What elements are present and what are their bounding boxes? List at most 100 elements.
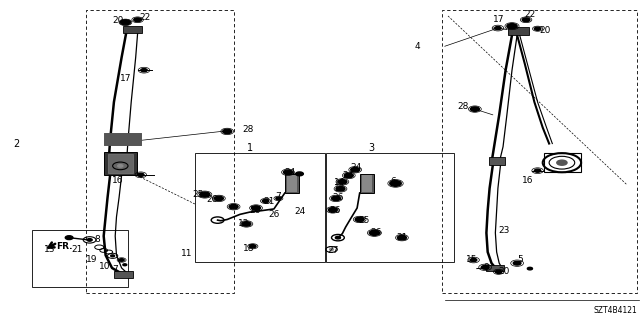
Text: 28: 28: [458, 102, 469, 111]
Text: FR.: FR.: [56, 242, 73, 251]
Text: 26: 26: [370, 228, 381, 237]
Circle shape: [214, 196, 223, 201]
Text: 6: 6: [390, 177, 396, 186]
Text: 20: 20: [498, 267, 509, 276]
Circle shape: [118, 165, 123, 167]
Circle shape: [507, 24, 517, 29]
Text: 7: 7: [275, 192, 281, 201]
Circle shape: [141, 69, 147, 72]
Circle shape: [111, 255, 115, 257]
Circle shape: [534, 27, 541, 30]
Bar: [104, 152, 137, 175]
Text: 25: 25: [192, 190, 204, 199]
Circle shape: [522, 18, 530, 22]
Text: 7: 7: [112, 265, 118, 274]
Bar: [287, 175, 297, 192]
Circle shape: [296, 172, 303, 176]
Circle shape: [495, 26, 501, 30]
Circle shape: [338, 180, 347, 184]
Text: 18: 18: [243, 244, 255, 253]
Text: 23: 23: [498, 226, 509, 235]
Circle shape: [138, 173, 144, 176]
Bar: [544, 153, 581, 172]
Text: 20: 20: [539, 26, 550, 35]
Circle shape: [242, 222, 251, 226]
Bar: [489, 157, 505, 165]
Circle shape: [335, 236, 340, 239]
Bar: [114, 271, 133, 278]
Circle shape: [200, 192, 210, 197]
Bar: [104, 133, 141, 145]
Text: 8: 8: [95, 235, 100, 244]
Text: 27: 27: [328, 246, 339, 255]
Circle shape: [65, 236, 73, 240]
Circle shape: [390, 181, 401, 186]
Circle shape: [250, 245, 256, 248]
Text: 12: 12: [334, 184, 346, 193]
Text: 4: 4: [415, 42, 420, 51]
Circle shape: [332, 196, 340, 201]
Bar: [508, 27, 529, 35]
Circle shape: [223, 129, 232, 134]
Circle shape: [470, 258, 477, 262]
Circle shape: [284, 170, 292, 174]
Text: 1: 1: [246, 143, 253, 153]
Text: 21: 21: [264, 197, 275, 206]
Text: 19: 19: [86, 256, 98, 264]
Circle shape: [87, 239, 92, 241]
Circle shape: [369, 230, 380, 235]
Circle shape: [527, 267, 532, 270]
Circle shape: [120, 20, 131, 25]
Circle shape: [481, 265, 489, 269]
Text: 24: 24: [294, 207, 306, 216]
Text: 26: 26: [333, 193, 344, 202]
Text: 25: 25: [358, 216, 370, 225]
Bar: [123, 26, 142, 33]
Text: 26: 26: [269, 210, 280, 219]
Text: 22: 22: [525, 10, 536, 19]
Circle shape: [470, 107, 479, 111]
Text: 26: 26: [250, 206, 261, 215]
Text: 2: 2: [13, 138, 19, 149]
Text: 5: 5: [517, 255, 523, 263]
Text: 15: 15: [466, 256, 477, 264]
Text: SZT4B4121: SZT4B4121: [593, 306, 637, 315]
Circle shape: [344, 173, 353, 178]
Text: 24: 24: [285, 168, 296, 177]
Bar: [486, 265, 504, 271]
Bar: [360, 174, 374, 193]
Text: 21: 21: [72, 245, 83, 254]
Bar: [195, 153, 325, 262]
Bar: [362, 175, 372, 192]
Text: 20: 20: [112, 16, 124, 25]
Text: 28: 28: [242, 125, 253, 134]
Circle shape: [252, 206, 260, 210]
Text: 11: 11: [180, 249, 192, 258]
Circle shape: [534, 169, 541, 172]
Text: 24: 24: [351, 163, 362, 172]
Text: 21: 21: [397, 233, 408, 242]
Text: 13: 13: [44, 245, 55, 254]
Circle shape: [495, 270, 502, 273]
Circle shape: [276, 197, 281, 200]
Circle shape: [336, 187, 345, 191]
Bar: [32, 230, 128, 287]
Bar: [108, 154, 133, 173]
Bar: [285, 174, 299, 193]
Text: 9: 9: [483, 263, 489, 272]
Text: 3: 3: [368, 143, 374, 153]
Text: 26: 26: [330, 206, 341, 215]
Circle shape: [330, 249, 333, 250]
Circle shape: [134, 18, 141, 22]
Circle shape: [262, 199, 269, 203]
Circle shape: [119, 259, 124, 261]
Bar: [86, 10, 234, 293]
Circle shape: [229, 204, 238, 209]
Circle shape: [328, 208, 337, 212]
Text: 14: 14: [334, 178, 346, 187]
Text: 12: 12: [238, 219, 250, 228]
Circle shape: [397, 235, 406, 240]
Circle shape: [513, 261, 521, 265]
Circle shape: [351, 167, 360, 172]
Text: 17: 17: [120, 74, 132, 83]
